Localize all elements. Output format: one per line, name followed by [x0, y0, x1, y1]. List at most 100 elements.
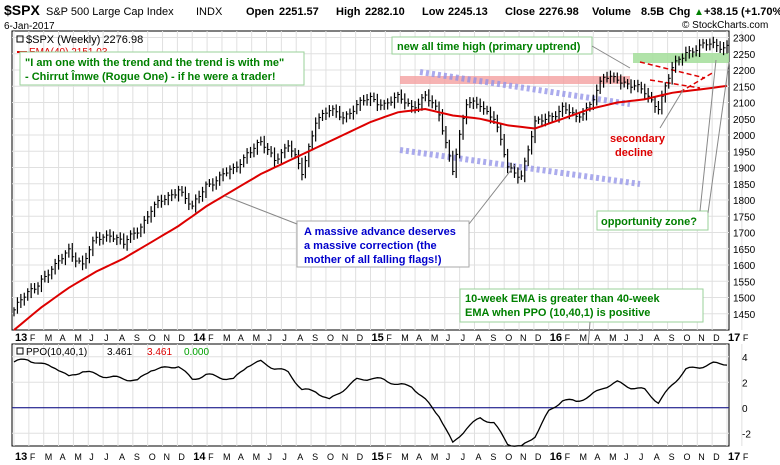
copyright: © StockCharts.com: [682, 20, 768, 31]
price-y-tick: 1700: [733, 229, 756, 240]
x-tick-label: 16: [550, 451, 562, 463]
x-tick-label: 17: [728, 451, 740, 463]
x-tick-label: N: [520, 333, 527, 343]
price-y-tick: 1450: [733, 310, 756, 321]
low-value: 2245.13: [448, 6, 488, 18]
x-tick-label: F: [743, 452, 749, 462]
open-value: 2251.57: [279, 6, 319, 18]
x-tick-label: A: [416, 333, 422, 343]
x-tick-label: J: [282, 333, 287, 343]
price-y-tick: 1650: [733, 245, 756, 256]
high-value: 2282.10: [365, 6, 405, 18]
x-tick-label: A: [297, 333, 303, 343]
price-y-tick: 1900: [733, 164, 756, 175]
ppo-legend-label: PPO(10,40,1): [26, 347, 87, 358]
x-tick-label: 16: [550, 332, 562, 344]
x-tick-label: S: [312, 333, 318, 343]
x-tick-label: D: [178, 452, 185, 462]
price-legend: $SPX (Weekly) 2276.98: [26, 34, 143, 46]
x-tick-label: N: [342, 333, 349, 343]
x-tick-label: A: [297, 452, 303, 462]
x-tick-label: D: [178, 333, 185, 343]
price-y-tick: 2100: [733, 99, 756, 110]
opportunity-pointer-2: [707, 61, 730, 214]
x-tick-label: J: [89, 333, 94, 343]
x-tick-label: J: [446, 452, 451, 462]
x-tick-label: M: [579, 452, 587, 462]
close-value: 2276.98: [539, 6, 579, 18]
x-tick-label: A: [654, 333, 660, 343]
x-tick-label: S: [669, 333, 675, 343]
new-high-box: [391, 36, 593, 55]
x-tick-label: D: [713, 333, 720, 343]
price-y-tick: 1850: [733, 180, 756, 191]
ppo-legend-value-3: 0.000: [184, 347, 209, 358]
resistance-zone: [400, 76, 630, 84]
price-y-tick: 2250: [733, 50, 756, 61]
ppo-note-line-2: EMA when PPO (10,40,1) is positive: [465, 307, 650, 319]
x-tick-label: F: [386, 452, 392, 462]
x-tick-label: M: [45, 333, 53, 343]
ppo-y-tick: 0: [742, 404, 748, 415]
ppo-note-line-1: 10-week EMA is greater than 40-week: [465, 293, 661, 305]
x-tick-label: F: [743, 333, 749, 343]
x-tick-label: A: [119, 452, 125, 462]
index-name: S&P 500 Large Cap Index: [46, 6, 174, 18]
high-label: High: [336, 6, 361, 18]
x-tick-label: D: [357, 452, 364, 462]
x-tick-label: S: [134, 452, 140, 462]
x-tick-label: A: [416, 452, 422, 462]
x-tick-label: M: [74, 333, 82, 343]
x-tick-label: S: [312, 452, 318, 462]
volume-label: Volume: [592, 6, 631, 18]
x-tick-label: M: [223, 333, 231, 343]
price-y-tick: 2150: [733, 82, 756, 93]
x-tick-label: 13: [15, 451, 27, 463]
ppo-note-box: [459, 288, 704, 323]
x-tick-label: 14: [193, 332, 206, 344]
x-tick-label: D: [713, 452, 720, 462]
price-y-tick: 2050: [733, 115, 756, 126]
secondary-trend-break: [679, 71, 715, 93]
price-y-tick: 1750: [733, 212, 756, 223]
x-tick-label: A: [119, 333, 125, 343]
x-tick-label: F: [208, 333, 214, 343]
x-tick-label: M: [223, 452, 231, 462]
low-label: Low: [422, 6, 444, 18]
x-tick-label: A: [475, 452, 481, 462]
x-tick-label: M: [609, 452, 617, 462]
opportunity-zone: [633, 53, 729, 63]
flag-band-lower: [399, 147, 641, 187]
price-x-axis: 13 F M A M J J A S O N D 14 F M A M J J A S O N D 15 F M A M J J A S O N D 1…: [15, 332, 749, 344]
massive-line-3: mother of all falling flags!): [304, 254, 442, 266]
x-tick-label: J: [104, 452, 109, 462]
x-tick-label: M: [253, 452, 261, 462]
x-tick-label: J: [624, 452, 629, 462]
ppo-y-tick: 4: [742, 353, 748, 364]
x-tick-label: 15: [372, 332, 384, 344]
new-high-pointer: [591, 45, 631, 69]
x-tick-label: M: [74, 452, 82, 462]
x-tick-label: J: [89, 452, 94, 462]
x-tick-label: N: [164, 452, 171, 462]
x-tick-label: D: [535, 333, 542, 343]
x-tick-label: M: [401, 333, 409, 343]
x-tick-label: J: [446, 333, 451, 343]
new-high-label: new all time high (primary uptrend): [397, 41, 581, 53]
close-label: Close: [505, 6, 535, 18]
x-tick-label: S: [490, 452, 496, 462]
x-tick-label: N: [164, 333, 171, 343]
x-tick-label: O: [683, 452, 690, 462]
price-y-tick: 1550: [733, 277, 756, 288]
price-y-tick: 1950: [733, 147, 756, 158]
ppo-line: [13, 358, 728, 447]
price-y-tick: 2300: [733, 34, 756, 45]
ema-line: [13, 84, 728, 331]
x-tick-label: J: [461, 452, 466, 462]
x-tick-label: M: [253, 333, 261, 343]
x-tick-label: 13: [15, 332, 27, 344]
x-tick-label: F: [30, 333, 36, 343]
x-tick-label: J: [268, 452, 273, 462]
secondary-pointer: [659, 89, 684, 129]
